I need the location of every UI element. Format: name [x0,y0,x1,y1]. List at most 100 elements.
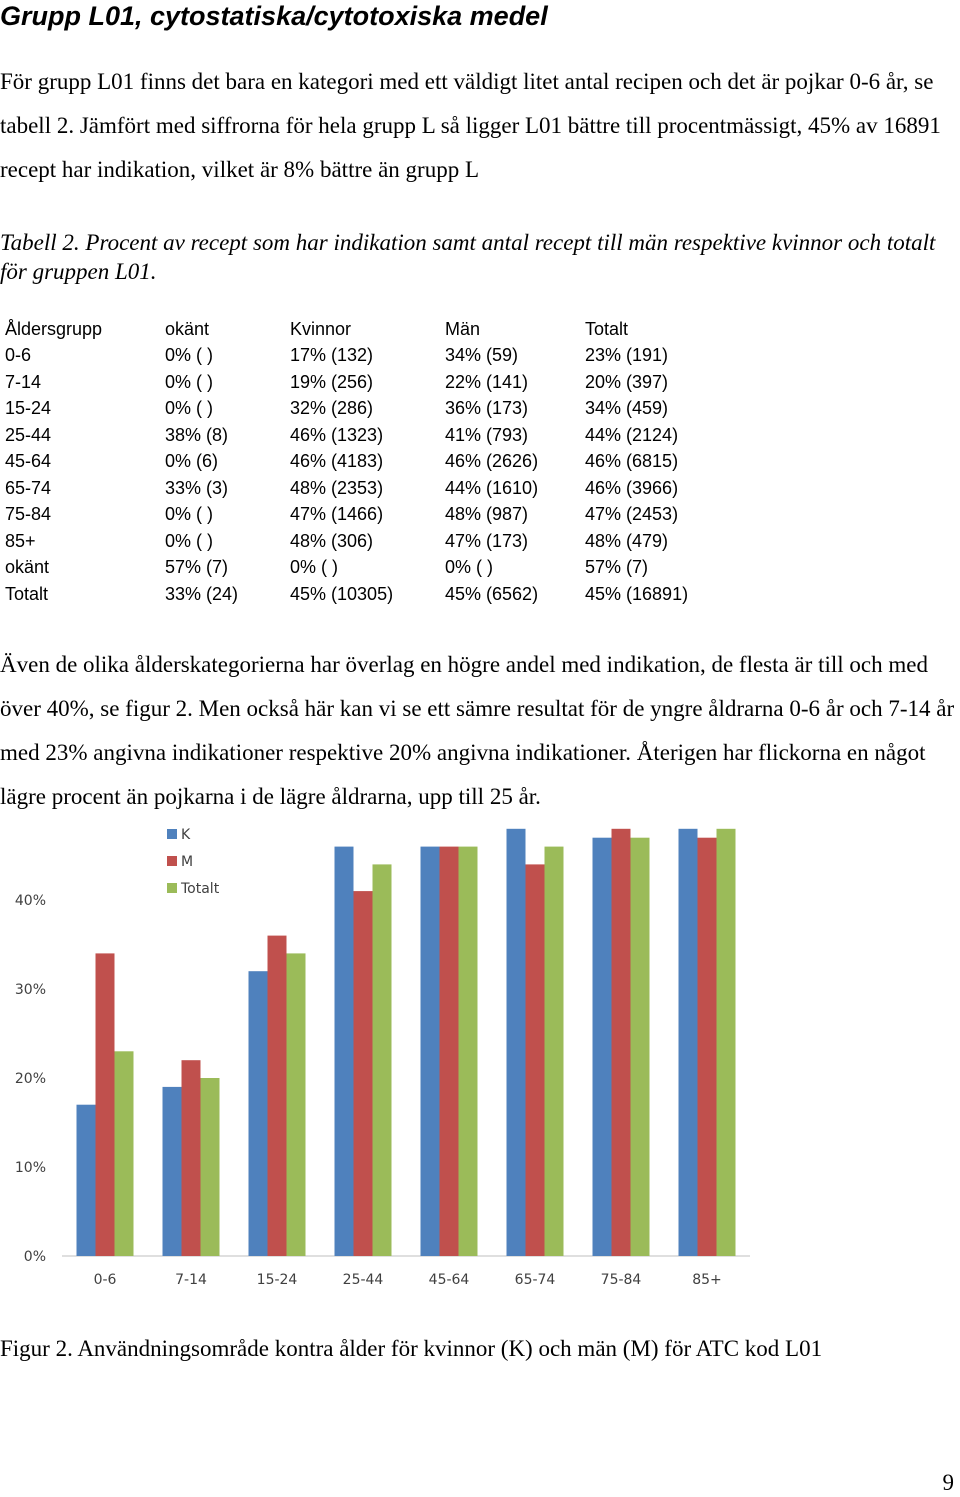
table-cell: 45-64 [5,451,52,472]
table-cell: 65-74 [5,477,52,498]
x-tick-label: 25-44 [343,1272,384,1288]
bar-m-45-64 [439,846,459,1256]
table-cell: 22% (141) [445,371,529,392]
table-cell: 25-44 [5,424,52,445]
y-tick-label: 40% [15,893,46,909]
table-cell: 20% (397) [585,371,669,392]
table-cell: 34% (459) [585,398,669,419]
table-header-cell: Totalt [585,318,629,339]
table-cell: 44% (1610) [445,477,539,498]
bar-totalt-0-6 [114,1051,134,1256]
figure-caption: Figur 2. Användningsområde kontra ålder … [0,1336,823,1361]
bar-k-75-84 [592,837,612,1256]
table-header-cell: okänt [165,318,210,339]
table-cell: 0-6 [5,345,32,366]
table-cell: 19% (256) [290,371,374,392]
table-cell: 0% ( ) [165,371,214,392]
table-cell: Totalt [5,583,49,604]
table-cell: 48% (2353) [290,477,384,498]
table-cell: 0% ( ) [165,530,214,551]
table-cell: 23% (191) [585,345,669,366]
y-tick-label: 20% [15,1071,46,1087]
bar-m-75-84 [611,828,631,1256]
bar-m-85+ [697,837,717,1256]
table-cell: okänt [5,557,50,578]
bar-k-25-44 [334,846,354,1256]
bar-totalt-45-64 [458,846,478,1256]
table-cell: 33% (3) [165,477,229,498]
bar-totalt-85+ [716,828,736,1256]
x-tick-label: 0-6 [94,1272,117,1288]
table-cell: 0% ( ) [445,557,494,578]
table-row: 25-44 38% (8) 46% (1323) 41% (793) 44% (2124… [0,422,725,449]
table-cell: 33% (24) [165,583,239,604]
bar-totalt-25-44 [372,864,392,1256]
table-cell: 46% (3966) [585,477,679,498]
x-tick-label: 45-64 [429,1272,470,1288]
table-row: okänt 57% (7) 0% ( ) 0% ( ) 57% (7) [0,555,725,582]
table-cell: 45% (6562) [445,583,539,604]
legend-swatch-m [167,856,177,866]
x-tick-label: 65-74 [515,1272,556,1288]
table-caption: Tabell 2. Procent av recept som har indi… [0,230,936,284]
bar-k-0-6 [76,1104,96,1256]
legend-swatch-k [167,829,177,839]
bar-totalt-15-24 [286,953,306,1256]
table-cell: 15-24 [5,398,52,419]
table-row: Totalt 33% (24) 45% (10305) 45% (6562) 45% (… [0,581,725,608]
legend-label: M [181,854,193,870]
bar-totalt-7-14 [200,1078,220,1256]
x-tick-label: 7-14 [175,1272,207,1288]
x-tick-label: 75-84 [601,1272,642,1288]
table-cell: 41% (793) [445,424,529,445]
table-cell: 36% (173) [445,398,529,419]
table-cell: 85+ [5,530,36,551]
x-tick-label: 85+ [692,1272,722,1288]
table-cell: 46% (2626) [445,451,539,472]
bar-k-7-14 [162,1086,182,1256]
table-cell: 45% (10305) [290,583,394,604]
y-tick-label: 10% [15,1160,46,1176]
x-tick-label: 15-24 [257,1272,298,1288]
bar-chart: 0% 10% 20% 30% 40% 0-6 7-14 15-24 25-44 45-64 65-7… [15,827,750,1288]
table-cell: 57% (7) [585,557,649,578]
table-cell: 45% (16891) [585,583,689,604]
bar-k-15-24 [248,971,268,1256]
bar-k-65-74 [506,828,526,1256]
table-row: 85+ 0% ( ) 48% (306) 47% (173) 48% (479) [0,528,725,555]
legend-label: Totalt [180,881,220,897]
bar-totalt-75-84 [630,837,650,1256]
table-header-cell: Kvinnor [290,318,352,339]
table-row: 15-24 0% ( ) 32% (286) 36% (173) 34% (459) [0,396,725,423]
table-cell: 75-84 [5,504,52,525]
table-header-cell: Åldersgrupp [5,318,103,339]
bar-m-0-6 [95,953,115,1256]
table-row: 7-14 0% ( ) 19% (256) 22% (141) 20% (397) [0,369,725,396]
bar-m-7-14 [181,1060,201,1256]
y-tick-label: 30% [15,982,46,998]
table-cell: 32% (286) [290,398,374,419]
table-cell: 34% (59) [445,345,519,366]
y-tick-label: 0% [24,1249,46,1265]
indication-table: Åldersgrupp okänt Kvinnor Män Totalt 0-6… [0,316,725,608]
table-cell: 17% (132) [290,345,374,366]
table-cell: 57% (7) [165,557,229,578]
legend-label: K [181,827,191,843]
intro-paragraph: För grupp L01 finns det bara en kategori… [0,69,941,182]
table-cell: 48% (987) [445,504,529,525]
table-row: 65-74 33% (3) 48% (2353) 44% (1610) 46% (396… [0,475,725,502]
table-cell: 46% (4183) [290,451,384,472]
section-heading: Grupp L01, cytostatiska/cytotoxiska mede… [0,1,548,31]
body-paragraph: Även de olika ålderskategorierna har öve… [0,652,955,809]
bar-m-25-44 [353,891,373,1256]
table-row: 0-6 0% ( ) 17% (132) 34% (59) 23% (191) [0,343,725,370]
table-cell: 48% (306) [290,530,374,551]
table-cell: 0% (6) [165,451,219,472]
table-cell: 47% (1466) [290,504,384,525]
table-cell: 0% ( ) [290,557,339,578]
bar-m-65-74 [525,864,545,1256]
table-cell: 7-14 [5,371,42,392]
table-header-cell: Män [445,318,481,339]
table-row: 75-84 0% ( ) 47% (1466) 48% (987) 47% (2453) [0,502,725,529]
bar-totalt-65-74 [544,846,564,1256]
